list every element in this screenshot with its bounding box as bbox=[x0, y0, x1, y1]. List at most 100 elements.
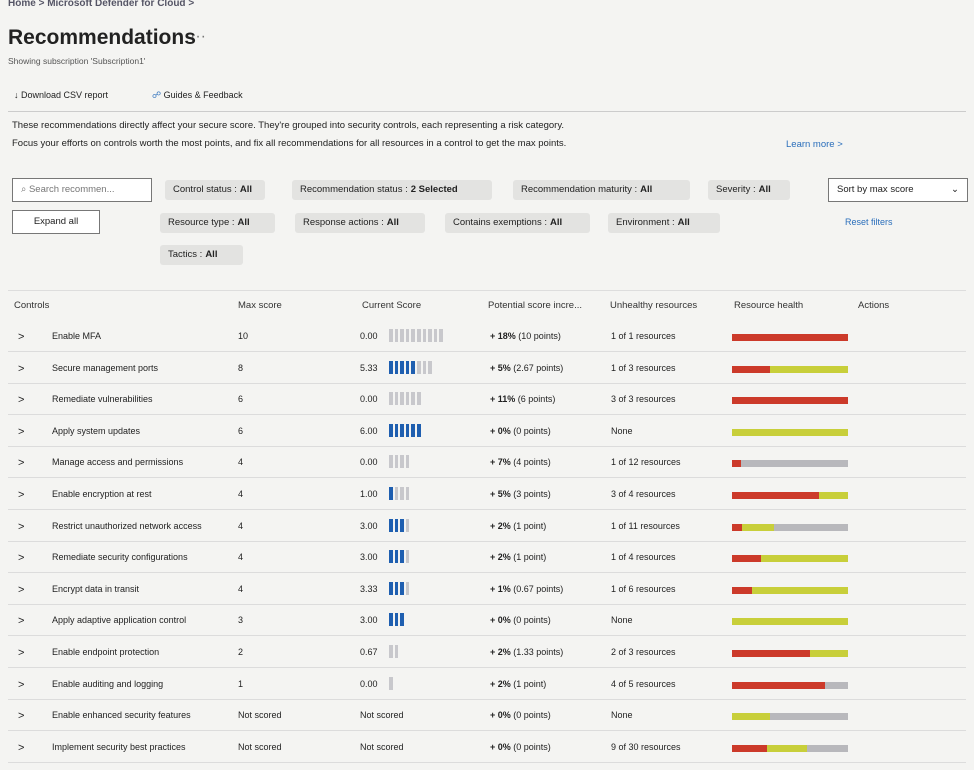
row-separator bbox=[8, 477, 966, 479]
score-block bbox=[389, 645, 393, 658]
learn-more-link[interactable]: Learn more > bbox=[786, 139, 843, 150]
row-separator bbox=[8, 445, 966, 447]
row-separator bbox=[8, 698, 966, 700]
expand-chevron[interactable]: > bbox=[18, 394, 25, 407]
row-separator bbox=[8, 414, 966, 416]
increase-percent: + 2% bbox=[490, 647, 511, 657]
filter-pill[interactable]: Recommendation status :2 Selected bbox=[292, 180, 492, 200]
increase-percent: + 0% bbox=[490, 741, 511, 752]
row-separator bbox=[8, 572, 966, 574]
health-segment bbox=[819, 492, 848, 499]
potential-increase: + 0% (0 points) bbox=[490, 615, 551, 625]
expand-chevron[interactable]: > bbox=[18, 489, 25, 501]
control-name[interactable]: Secure management ports bbox=[52, 362, 159, 373]
potential-increase: + 11% (6 points) bbox=[490, 394, 555, 404]
expand-chevron[interactable]: > bbox=[18, 710, 25, 723]
page-title: Recommendations bbox=[8, 26, 196, 49]
expand-chevron[interactable]: > bbox=[18, 331, 25, 343]
health-segment bbox=[770, 365, 848, 373]
score-block bbox=[394, 329, 399, 342]
breadcrumb-link[interactable]: Home bbox=[8, 0, 36, 9]
search-box[interactable]: ⌕ Search recommen... bbox=[12, 178, 152, 202]
expand-chevron[interactable]: > bbox=[18, 520, 25, 533]
score-block bbox=[405, 360, 410, 374]
expand-chevron[interactable]: > bbox=[18, 583, 25, 596]
filter-pill[interactable]: Response actions : All bbox=[295, 213, 425, 233]
score-block bbox=[389, 518, 393, 532]
potential-increase: + 2% (1 point) bbox=[490, 521, 546, 531]
control-name[interactable]: Restrict unauthorized network access bbox=[52, 520, 202, 531]
health-segment bbox=[732, 365, 771, 373]
filter-label: Response actions : bbox=[303, 217, 384, 228]
increase-percent: + 18% bbox=[490, 331, 516, 341]
control-name[interactable]: Enable MFA bbox=[52, 331, 102, 341]
score-bar bbox=[389, 550, 411, 564]
sort-label: Sort by max score bbox=[837, 184, 914, 195]
score-block bbox=[389, 392, 393, 406]
breadcrumb-link[interactable]: Microsoft Defender for Cloud bbox=[47, 0, 186, 9]
control-name[interactable]: Implement security best practices bbox=[52, 741, 186, 752]
more-menu[interactable]: ··· bbox=[190, 28, 206, 45]
filter-pill[interactable]: Severity : All bbox=[708, 180, 790, 200]
filter-pill[interactable]: Control status : All bbox=[165, 180, 265, 200]
toolbar-label: Guides & Feedback bbox=[163, 90, 243, 100]
health-segment bbox=[732, 713, 771, 721]
unhealthy-resources: 2 of 3 resources bbox=[611, 647, 676, 657]
control-name[interactable]: Apply adaptive application control bbox=[52, 615, 187, 626]
potential-increase: + 1% (0.67 points) bbox=[490, 584, 563, 594]
filter-pill[interactable]: Contains exemptions : All bbox=[445, 213, 590, 233]
health-segment bbox=[732, 334, 848, 341]
control-name[interactable]: Remediate security configurations bbox=[52, 552, 188, 563]
max-score: 6 bbox=[238, 394, 244, 405]
expand-all-button[interactable]: Expand all bbox=[12, 210, 100, 234]
expand-chevron[interactable]: > bbox=[18, 678, 25, 691]
score-block bbox=[405, 518, 410, 532]
score-block bbox=[405, 455, 410, 469]
expand-chevron[interactable]: > bbox=[18, 647, 25, 659]
health-segment bbox=[773, 523, 848, 531]
filter-pill[interactable]: Resource type : All bbox=[160, 213, 275, 233]
filter-pill[interactable]: Recommendation maturity : All bbox=[513, 180, 690, 200]
score-block bbox=[400, 487, 404, 500]
health-segment bbox=[766, 744, 808, 752]
reset-filters-link[interactable]: Reset filters bbox=[845, 217, 893, 227]
score-bar bbox=[389, 329, 445, 342]
health-segment bbox=[732, 460, 742, 468]
toolbar-button[interactable]: ☍ Guides & Feedback bbox=[152, 90, 243, 100]
increase-points: (0.67 points) bbox=[513, 583, 564, 594]
sort-dropdown[interactable]: Sort by max score ⌄ bbox=[828, 178, 968, 202]
control-name[interactable]: Enable encryption at rest bbox=[52, 489, 152, 499]
max-score: 4 bbox=[238, 457, 244, 468]
filter-label: Severity : bbox=[716, 184, 756, 195]
filter-pill[interactable]: Environment : All bbox=[608, 213, 720, 233]
control-name[interactable]: Enable endpoint protection bbox=[52, 647, 160, 657]
filter-pill[interactable]: Tactics : All bbox=[160, 245, 243, 265]
increase-percent: + 0% bbox=[490, 615, 511, 626]
toolbar-button[interactable]: ↓ Download CSV report bbox=[14, 90, 109, 100]
control-name[interactable]: Enable enhanced security features bbox=[52, 710, 191, 721]
column-header: Resource health bbox=[734, 300, 804, 311]
max-score: 4 bbox=[238, 489, 244, 499]
potential-increase: + 0% (0 points) bbox=[490, 426, 551, 436]
score-block bbox=[400, 360, 404, 374]
control-name[interactable]: Encrypt data in transit bbox=[52, 583, 140, 594]
filter-label: Resource type : bbox=[168, 217, 235, 228]
current-score: 3.00 bbox=[360, 552, 378, 563]
unhealthy-resources: 4 of 5 resources bbox=[611, 678, 676, 689]
increase-points: (2.67 points) bbox=[513, 362, 564, 373]
score-block bbox=[405, 329, 410, 342]
control-name[interactable]: Enable auditing and logging bbox=[52, 678, 164, 689]
expand-chevron[interactable]: > bbox=[18, 425, 25, 438]
score-block bbox=[439, 329, 443, 342]
potential-increase: + 2% (1.33 points) bbox=[490, 647, 563, 657]
control-name[interactable]: Apply system updates bbox=[52, 425, 141, 436]
expand-chevron[interactable]: > bbox=[18, 362, 25, 375]
increase-percent: + 2% bbox=[490, 678, 511, 689]
control-name[interactable]: Remediate vulnerabilities bbox=[52, 394, 153, 405]
expand-chevron[interactable]: > bbox=[18, 457, 25, 470]
control-name[interactable]: Manage access and permissions bbox=[52, 457, 184, 468]
expand-chevron[interactable]: > bbox=[18, 615, 25, 628]
row-separator bbox=[8, 667, 966, 668]
expand-chevron[interactable]: > bbox=[18, 741, 25, 754]
expand-chevron[interactable]: > bbox=[18, 552, 25, 565]
